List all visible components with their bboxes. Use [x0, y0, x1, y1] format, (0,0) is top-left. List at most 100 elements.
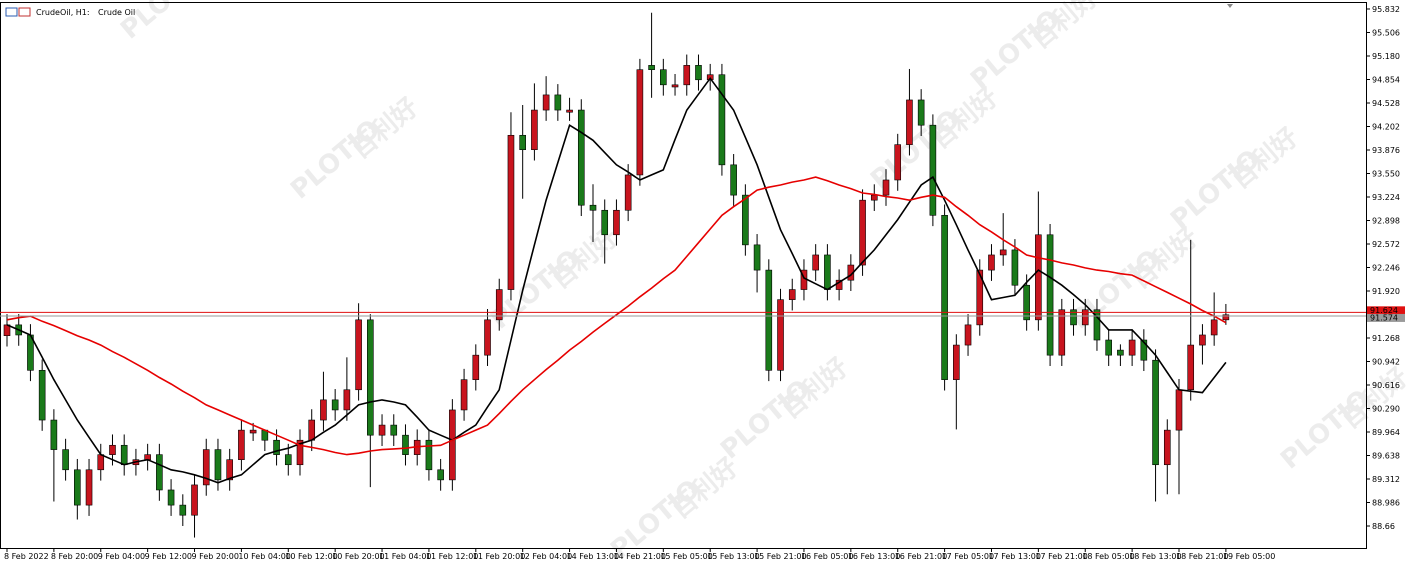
candle-body — [624, 174, 632, 211]
candle-body — [671, 84, 679, 88]
candle-body — [999, 249, 1007, 256]
candle-body — [1117, 349, 1124, 356]
x-tick-label: 10 Feb 12:00 — [285, 552, 337, 561]
y-tick-label: 89.964 — [1372, 428, 1400, 437]
x-tick-label: 11 Feb 04:00 — [379, 552, 431, 561]
x-tick-label: 11 Feb 20:00 — [473, 552, 525, 561]
candle-body — [284, 454, 292, 466]
x-tick-label: 15 Feb 21:00 — [754, 552, 806, 561]
candle-body — [226, 459, 233, 481]
candle-body — [964, 324, 972, 346]
y-tick-label: 92.246 — [1372, 263, 1400, 272]
price-label-box — [1367, 306, 1405, 315]
candle-body — [882, 179, 890, 196]
symbol-icon — [5, 7, 31, 17]
x-tick-label: 14 Feb 13:00 — [567, 552, 619, 561]
candle-body — [1105, 339, 1112, 356]
y-tick-label: 89.312 — [1372, 475, 1400, 484]
candle-body — [812, 254, 819, 271]
x-tick-label: 17 Feb 21:00 — [1035, 552, 1087, 561]
candle-body — [906, 99, 913, 145]
y-tick-label: 91.268 — [1372, 334, 1400, 343]
x-tick-label: 11 Feb 12:00 — [426, 552, 478, 561]
candle-body — [85, 469, 93, 506]
candle-body — [824, 254, 831, 290]
candle-body — [1222, 314, 1230, 321]
y-tick-label: 90.942 — [1372, 358, 1400, 367]
candle-body — [179, 504, 187, 516]
candle-body — [367, 319, 374, 436]
y-tick-label: 95.506 — [1372, 28, 1400, 37]
candle-body — [308, 419, 316, 441]
x-tick-label: 8 Feb 2022 — [4, 552, 49, 561]
candle-body — [191, 484, 198, 516]
candle-body — [1081, 309, 1089, 326]
candle-body — [97, 454, 105, 471]
price-label: 91.574 — [1370, 313, 1398, 322]
candle-body — [507, 134, 515, 290]
x-tick-label: 18 Feb 21:00 — [1176, 552, 1228, 561]
description: Crude Oil — [98, 8, 135, 17]
candle-body — [331, 399, 339, 411]
candle-body — [730, 164, 737, 196]
candle-body — [449, 409, 456, 481]
candle-body — [988, 254, 995, 271]
candle-body — [167, 489, 175, 506]
candle-body — [495, 289, 503, 321]
moving-average — [6, 176, 1227, 456]
candle-body — [566, 109, 573, 113]
candle-body — [1210, 319, 1218, 336]
y-tick-label: 94.528 — [1372, 99, 1400, 108]
candle-body — [74, 469, 81, 506]
symbol: CrudeOil, H1: — [36, 8, 90, 17]
candle-body — [296, 439, 304, 466]
candle-body — [50, 419, 58, 450]
candle-body — [343, 389, 351, 411]
candle-body — [273, 439, 280, 455]
candle-body — [753, 244, 761, 271]
candle-body — [742, 194, 749, 246]
candle-body — [1058, 309, 1066, 356]
candle-body — [1093, 309, 1101, 341]
candle-body — [437, 469, 444, 481]
x-tick-label: 15 Feb 05:00 — [660, 552, 712, 561]
candle-body — [1035, 234, 1042, 321]
candle-body — [109, 444, 116, 455]
y-tick-label: 88.66 — [1372, 522, 1395, 531]
candle-body — [62, 449, 69, 471]
x-tick-label: 15 Feb 13:00 — [707, 552, 759, 561]
candle-body — [1152, 359, 1159, 466]
x-tick-label: 10 Feb 04:00 — [238, 552, 290, 561]
candle-body — [460, 379, 468, 411]
candle-body — [636, 69, 644, 176]
x-tick-label: 18 Feb 13:00 — [1129, 552, 1181, 561]
candle-body — [1163, 429, 1171, 466]
candle-body — [1140, 339, 1148, 361]
x-tick-label: 18 Feb 05:00 — [1082, 552, 1134, 561]
candle-body — [941, 215, 948, 380]
candle-body — [554, 94, 562, 111]
candle-body — [390, 424, 398, 436]
y-tick-label: 92.898 — [1372, 216, 1400, 225]
candle-body — [1070, 309, 1077, 326]
candle-body — [601, 209, 609, 236]
candle-body — [777, 299, 784, 371]
candle-body — [472, 354, 480, 380]
y-tick-label: 94.202 — [1372, 122, 1400, 131]
candle-body — [683, 65, 691, 86]
y-tick-label: 93.876 — [1372, 146, 1400, 155]
y-tick-label: 94.854 — [1372, 75, 1400, 84]
moving-average — [6, 76, 1227, 484]
candle-body — [976, 269, 984, 326]
x-tick-label: 16 Feb 05:00 — [801, 552, 853, 561]
shift-marker — [1227, 4, 1233, 8]
candle-body — [718, 74, 726, 166]
y-tick-label: 93.550 — [1372, 169, 1400, 178]
x-tick-label: 17 Feb 05:00 — [942, 552, 994, 561]
candle-body — [120, 444, 128, 466]
candle-body — [531, 109, 538, 151]
y-tick-label: 93.224 — [1372, 193, 1400, 202]
x-tick-label: 10 Feb 20:00 — [332, 552, 384, 561]
candle-body — [1046, 234, 1054, 356]
